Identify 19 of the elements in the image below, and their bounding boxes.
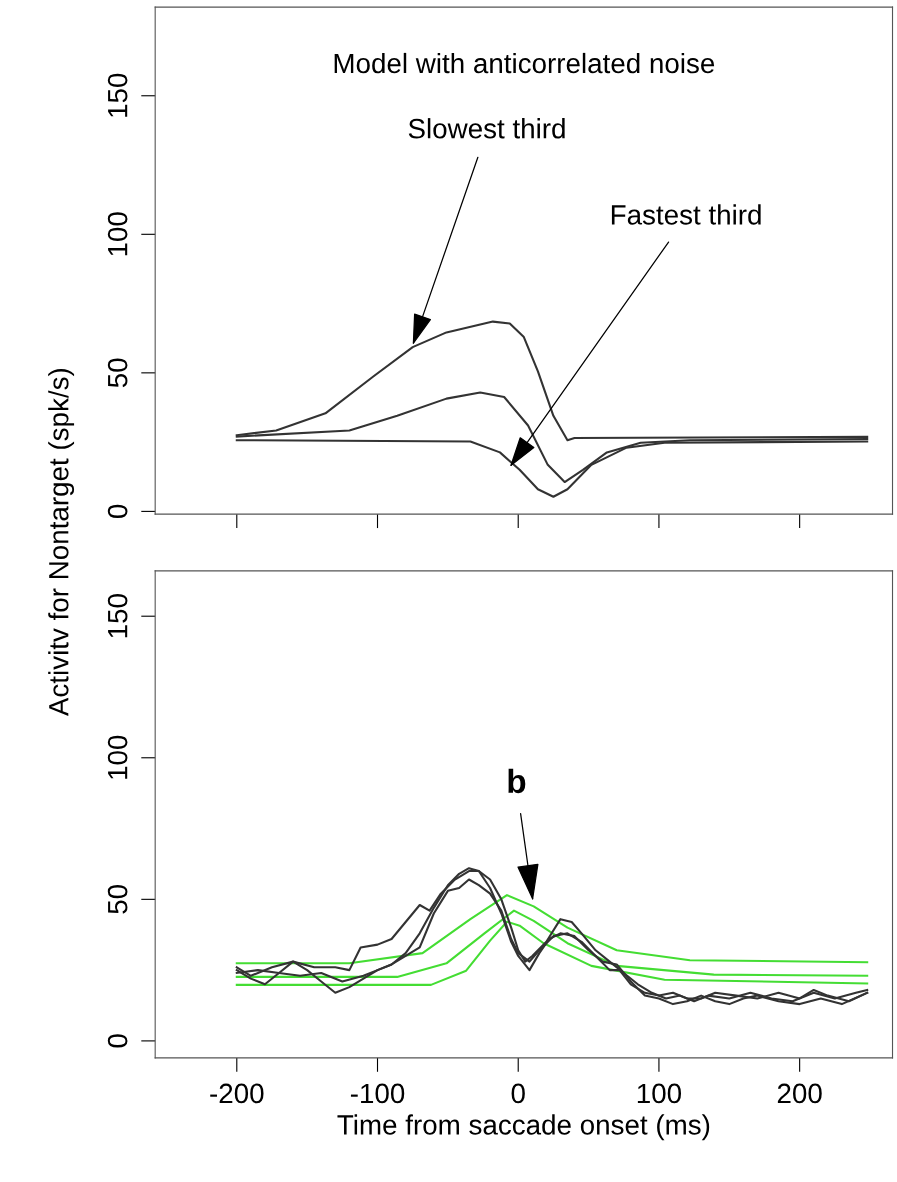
y-tick-label: 0	[107, 504, 128, 519]
y-tick-label: 150	[107, 73, 128, 117]
text: Model with anticorrelated noise	[334, 52, 715, 74]
annotation: b	[508, 768, 526, 794]
y-tick-label: 150	[107, 594, 128, 638]
y-tick-label: 50	[107, 358, 128, 388]
y-tick-label: 100	[107, 212, 128, 256]
x-tick-label: 0	[511, 1083, 525, 1104]
y-tick-label: 0	[107, 1034, 128, 1048]
x-tick-label: -100	[350, 1083, 405, 1104]
x-axis-title: Time from saccade onset (ms)	[337, 1114, 710, 1141]
y-tick-label: 50	[107, 884, 128, 914]
y-tick-label: 100	[107, 735, 128, 779]
y-axis-title: Activitv for Nontarget (spk/s)	[48, 368, 75, 717]
x-tick-label: 100	[637, 1083, 682, 1104]
x-tick-label: 200	[777, 1083, 822, 1104]
annotation: Slowest third	[408, 118, 565, 139]
x-tick-label: -200	[210, 1083, 264, 1104]
annotation: Fastest third	[611, 204, 761, 225]
